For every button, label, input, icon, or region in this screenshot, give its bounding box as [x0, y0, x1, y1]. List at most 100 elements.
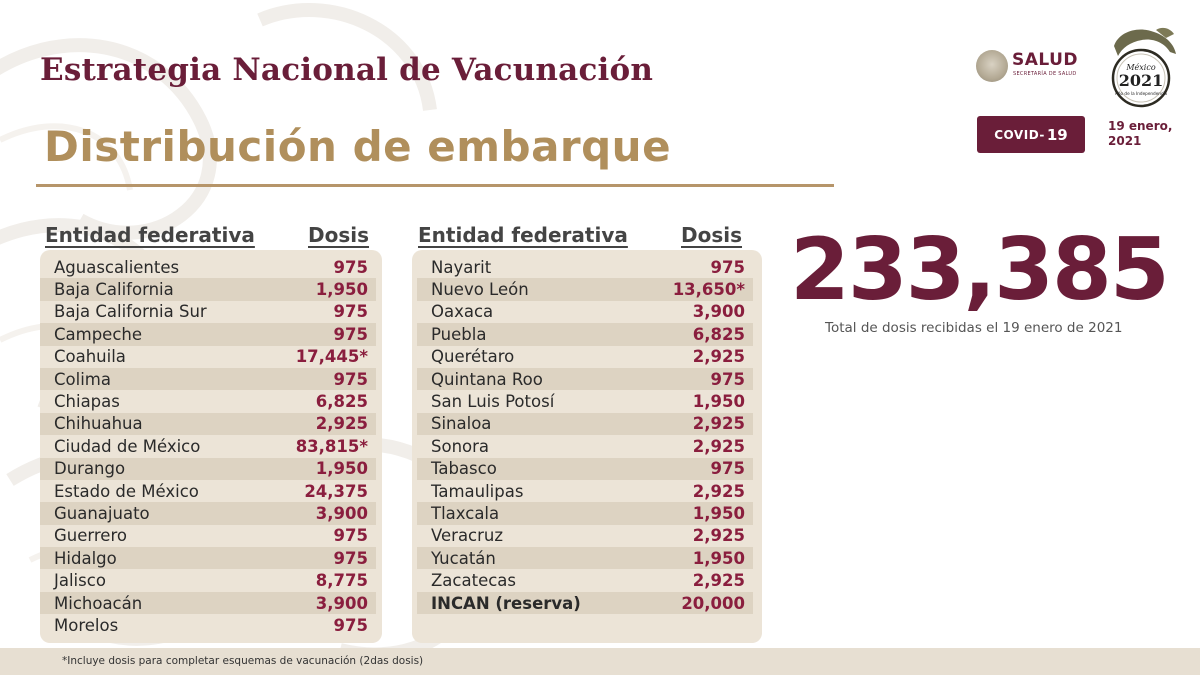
- table-row: Veracruz 2,925: [417, 525, 753, 547]
- dose-count: 975: [333, 324, 368, 344]
- left-table: Aguascalientes 975 Baja California 1,950 Baj…: [40, 256, 376, 637]
- total-doses-value: 233,385: [790, 220, 1170, 320]
- entity-name: Nuevo León: [431, 280, 529, 300]
- table-row: Baja California 1,950: [40, 278, 376, 301]
- entity-name: Durango: [54, 459, 126, 479]
- entity-name: Sinaloa: [431, 414, 492, 434]
- seal-year: 2021: [1119, 71, 1164, 90]
- table-row: Zacatecas 2,925: [417, 569, 753, 591]
- footnote: *Incluye dosis para completar esquemas d…: [62, 655, 424, 667]
- salud-emblem-icon: [976, 50, 1008, 82]
- covid-badge-prefix: COVID-: [994, 127, 1045, 142]
- entity-name: Yucatán: [431, 548, 496, 568]
- seal-line1: México: [1125, 63, 1155, 72]
- entity-name: Chihuahua: [54, 414, 143, 434]
- entity-name: Querétaro: [431, 347, 515, 367]
- entity-name: Guanajuato: [54, 503, 150, 523]
- entity-name: Baja California Sur: [54, 302, 207, 322]
- total-doses-caption: Total de dosis recibidas el 19 enero de …: [825, 320, 1123, 336]
- table-row: Quintana Roo 975: [417, 367, 753, 391]
- entity-name: Veracruz: [431, 526, 504, 546]
- table-row: Baja California Sur 975: [40, 301, 376, 323]
- right-table-panel: [412, 250, 762, 643]
- table-row: Estado de México 24,375: [40, 480, 376, 502]
- table-row: Tabasco 975: [417, 457, 753, 480]
- entity-name: San Luis Potosí: [431, 392, 555, 412]
- dose-count: 8,775: [315, 571, 368, 591]
- entity-name: Coahuila: [54, 347, 126, 367]
- table-row: Sonora 2,925: [417, 435, 753, 457]
- entity-name: Aguascalientes: [54, 257, 180, 277]
- dose-count: 1,950: [315, 280, 368, 300]
- table-row: Nayarit 975: [417, 256, 753, 278]
- entity-name: Campeche: [54, 324, 143, 344]
- dose-count: 3,900: [315, 593, 368, 613]
- mexico-2021-seal-icon: México 2021 Año de la Independencia: [1111, 27, 1176, 108]
- table-row: Sinaloa 2,925: [417, 412, 753, 436]
- entity-name: INCAN (reserva): [431, 593, 581, 613]
- dose-count: 975: [333, 302, 368, 322]
- table-row: Oaxaca 3,900: [417, 301, 753, 323]
- table-row: Michoacán 3,900: [40, 591, 376, 615]
- entity-name: Hidalgo: [54, 548, 117, 568]
- covid19-badge: COVID- 19: [977, 116, 1085, 153]
- entity-name: Baja California: [54, 280, 174, 300]
- table-row: Guerrero 975: [40, 525, 376, 547]
- dose-count: 1,950: [692, 392, 745, 412]
- page-title: Estrategia Nacional de Vacunación: [40, 52, 654, 88]
- title-divider: [36, 184, 834, 187]
- entity-name: Ciudad de México: [54, 436, 201, 456]
- table-row: Colima 975: [40, 367, 376, 391]
- left-table-panel: [40, 250, 382, 643]
- right-entity-header: Entidad federativa: [418, 223, 628, 247]
- dose-count: 1,950: [692, 503, 745, 523]
- table-row: Durango 1,950: [40, 457, 376, 480]
- dose-count: 975: [333, 526, 368, 546]
- entity-name: Puebla: [431, 324, 487, 344]
- table-row: Aguascalientes 975: [40, 256, 376, 278]
- dose-count: 24,375: [304, 481, 368, 501]
- entity-name: Michoacán: [54, 593, 143, 613]
- entity-name: Tamaulipas: [431, 481, 524, 501]
- table-row: Nuevo León 13,650*: [417, 278, 753, 301]
- dose-count: 2,925: [692, 436, 745, 456]
- entity-name: Tabasco: [431, 459, 497, 479]
- dose-count: 3,900: [692, 302, 745, 322]
- dose-count: 975: [333, 548, 368, 568]
- table-row: Tamaulipas 2,925: [417, 480, 753, 502]
- table-row: Querétaro 2,925: [417, 346, 753, 368]
- dose-count: 975: [333, 615, 368, 635]
- dose-count: 2,925: [692, 526, 745, 546]
- dose-count: 2,925: [692, 571, 745, 591]
- dose-count: 1,950: [315, 459, 368, 479]
- table-row: Tlaxcala 1,950: [417, 502, 753, 525]
- dose-count: 3,900: [315, 503, 368, 523]
- date-line2: 2021: [1108, 134, 1142, 148]
- table-row: Puebla 6,825: [417, 323, 753, 346]
- dose-count: 2,925: [692, 347, 745, 367]
- dose-count: 83,815*: [295, 436, 368, 456]
- entity-name: Oaxaca: [431, 302, 494, 322]
- date-line1: 19 enero,: [1108, 119, 1173, 133]
- salud-logo-subtext: SECRETARÍA DE SALUD: [1013, 71, 1077, 77]
- entity-name: Estado de México: [54, 481, 199, 501]
- table-row: Coahuila 17,445*: [40, 346, 376, 368]
- table-row: Jalisco 8,775: [40, 569, 376, 591]
- table-row: Morelos 975: [40, 614, 376, 636]
- dose-count: 2,925: [315, 414, 368, 434]
- entity-name: Chiapas: [54, 392, 120, 412]
- dose-count: 2,925: [692, 414, 745, 434]
- dose-count: 975: [710, 459, 745, 479]
- dose-count: 975: [710, 369, 745, 389]
- dose-count: 975: [333, 257, 368, 277]
- entity-name: Nayarit: [431, 257, 492, 277]
- dose-count: 1,950: [692, 548, 745, 568]
- table-row: Yucatán 1,950: [417, 547, 753, 570]
- entity-name: Zacatecas: [431, 571, 516, 591]
- entity-name: Tlaxcala: [431, 503, 500, 523]
- salud-logo-text: SALUD: [1012, 50, 1079, 70]
- dose-count: 2,925: [692, 481, 745, 501]
- table-row: Chihuahua 2,925: [40, 412, 376, 436]
- dose-count: 975: [710, 257, 745, 277]
- left-entity-header: Entidad federativa: [45, 223, 255, 247]
